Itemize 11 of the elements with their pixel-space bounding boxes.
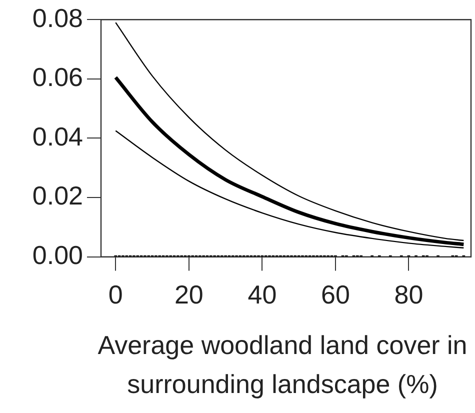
y-tick-label: 0.04 [32,121,83,152]
y-tick-label: 0.08 [32,2,83,33]
x-tick-label: 80 [394,280,424,310]
y-tick-label: 0.00 [32,240,83,270]
x-tick-label: 20 [174,280,204,310]
x-tick-label: 40 [248,280,277,310]
y-tick-label: 0.02 [32,180,83,211]
y-tick-label: 0.06 [32,62,83,92]
x-axis-title: Average woodland land cover in surrounding landscape (%) [96,329,468,401]
x-tick-label: 60 [320,280,350,310]
x-tick-label: 0 [108,280,123,310]
